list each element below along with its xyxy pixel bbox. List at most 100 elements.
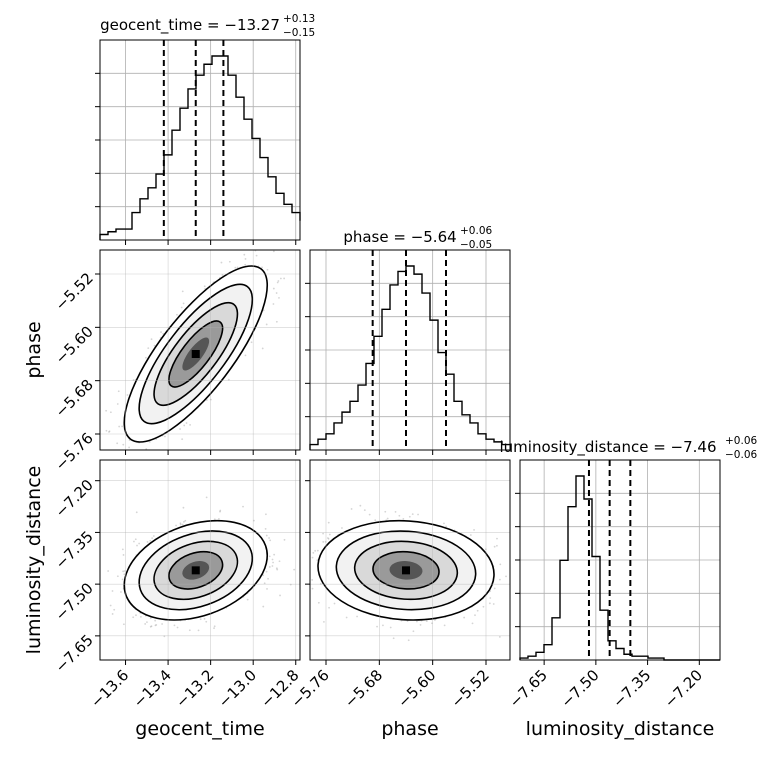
sample-point <box>316 549 319 552</box>
sample-point <box>261 347 264 350</box>
sample-point <box>328 533 331 536</box>
panel-frame-hist-geocent_time <box>99 39 301 241</box>
sample-point <box>123 573 126 576</box>
panel-frame-hist-phase <box>309 249 511 451</box>
sample-point <box>419 624 422 626</box>
sample-point <box>126 394 129 396</box>
scatter-phase-luminosity_distance <box>306 504 564 642</box>
sample-point <box>505 575 507 578</box>
sample-point <box>350 508 353 510</box>
sample-point <box>293 568 296 571</box>
sample-point <box>182 506 185 509</box>
sample-point <box>283 538 286 541</box>
sample-point <box>498 578 501 581</box>
sample-point <box>275 320 278 323</box>
panel-frame-geocent_time-phase <box>99 249 301 451</box>
sample-point <box>136 452 138 454</box>
sample-point <box>443 522 445 525</box>
histogram-geocent_time <box>99 55 301 240</box>
sample-point <box>445 525 447 528</box>
sample-point <box>218 518 220 520</box>
density-peak <box>191 566 200 575</box>
sample-point <box>179 523 182 526</box>
sample-point <box>203 285 206 288</box>
sample-point <box>107 570 110 572</box>
sample-point <box>268 555 271 558</box>
sample-point <box>394 510 397 513</box>
sample-point <box>149 625 152 628</box>
sample-point <box>128 446 131 449</box>
x-tick-label-phase: −5.52 <box>448 666 493 711</box>
sample-point <box>173 624 176 627</box>
sample-point <box>275 292 278 294</box>
sample-point <box>264 527 267 530</box>
sample-point <box>152 535 155 537</box>
sample-point <box>374 519 377 522</box>
sample-point <box>359 504 362 507</box>
sample-point <box>314 549 317 552</box>
sample-point <box>136 544 138 547</box>
sample-point <box>213 625 216 628</box>
scatter-clouds-layer <box>91 245 564 642</box>
x-tick-label-phase: −5.60 <box>394 666 439 711</box>
sample-point <box>122 554 125 556</box>
sample-point <box>289 245 291 247</box>
sample-point <box>322 541 325 543</box>
sample-point <box>160 331 162 333</box>
sample-point <box>127 476 129 478</box>
y-tick-label-luminosity_distance: −7.50 <box>52 579 97 624</box>
sample-point <box>149 617 152 620</box>
sample-point <box>363 509 366 512</box>
sample-point <box>269 539 272 542</box>
sample-point <box>162 332 165 335</box>
sample-point <box>443 624 446 627</box>
sample-point <box>272 303 275 305</box>
xlabel-geocent-time: geocent_time <box>135 718 264 740</box>
sample-point <box>116 403 119 405</box>
xlabel-luminosity-distance: luminosity_distance <box>526 718 715 740</box>
sample-point <box>492 603 495 605</box>
x-tick-label-geocent_time: −13.0 <box>215 666 260 711</box>
sample-point <box>496 537 498 540</box>
sample-point <box>476 609 479 612</box>
sample-point <box>277 280 280 282</box>
sample-point <box>94 549 96 551</box>
x-tick-label-luminosity_distance: −7.50 <box>557 666 602 711</box>
sample-point <box>384 510 387 513</box>
sample-point <box>271 558 274 561</box>
sample-point <box>147 347 150 350</box>
sample-point <box>265 323 268 326</box>
sample-point <box>261 266 263 269</box>
sample-point <box>306 564 308 566</box>
sample-point <box>199 618 202 621</box>
sample-point <box>562 595 564 597</box>
sample-point <box>189 423 191 426</box>
y-tick-label-phase: −5.68 <box>52 376 97 421</box>
sample-point <box>272 287 275 290</box>
ylabel-phase: phase <box>23 321 45 378</box>
title-luminosity-distance: luminosity_distance = −7.46 <box>499 438 716 457</box>
y-tick-label-luminosity_distance: −7.20 <box>52 476 97 521</box>
sample-point <box>250 341 253 344</box>
sample-point <box>242 505 244 508</box>
sample-point <box>121 548 124 551</box>
y-tick-label-luminosity_distance: −7.65 <box>52 631 97 676</box>
sample-point <box>234 266 237 269</box>
sample-point <box>493 587 496 590</box>
sample-point <box>392 637 395 640</box>
sample-point <box>188 629 191 632</box>
sample-point <box>176 626 179 629</box>
sample-point <box>150 625 153 628</box>
sample-point <box>109 411 112 414</box>
sample-point <box>267 577 269 580</box>
sample-point <box>119 461 121 463</box>
sample-point <box>161 623 164 625</box>
sample-point <box>489 597 492 599</box>
sample-point <box>116 442 119 445</box>
sample-point <box>91 426 93 428</box>
sample-point <box>463 616 466 619</box>
sample-point <box>425 620 428 623</box>
sample-point <box>179 428 182 430</box>
sample-point <box>183 520 185 523</box>
sample-point <box>105 409 108 412</box>
